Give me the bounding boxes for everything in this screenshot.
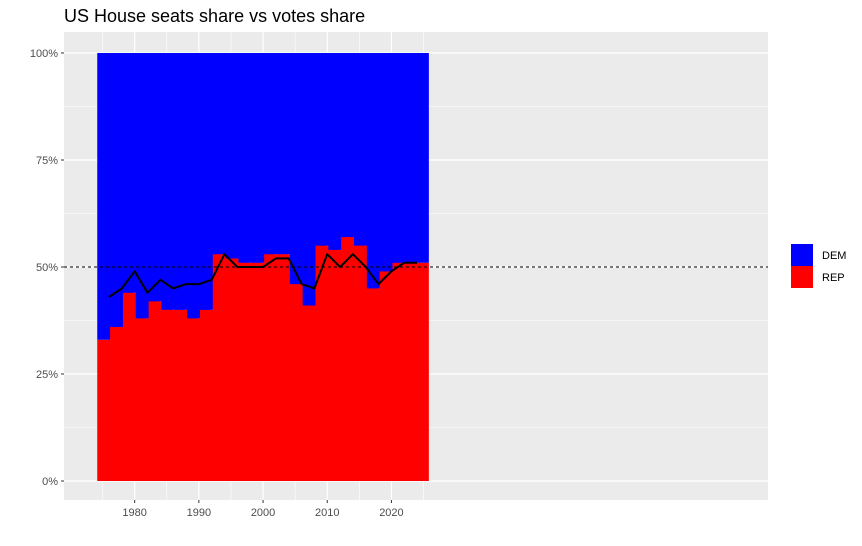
y-tick-label: 50% <box>36 262 58 274</box>
bar-dem-2024 <box>405 53 429 263</box>
x-tick-label: 2020 <box>379 507 403 519</box>
x-tick-label: 2000 <box>251 507 275 519</box>
y-tick-label: 0% <box>42 476 58 488</box>
legend-label-rep: REP <box>822 272 845 284</box>
legend-key-dem <box>791 244 813 266</box>
x-tick-label: 2010 <box>315 507 339 519</box>
legend-label-dem: DEM <box>822 250 846 262</box>
legend-key-rep <box>791 266 813 288</box>
chart: 0% 25% 50% 75% 100% 1980 1990 2000 2010 2020 DEM RE… <box>0 0 862 546</box>
y-tick-label: 25% <box>36 369 58 381</box>
y-tick-label: 75% <box>36 155 58 167</box>
x-tick-label: 1980 <box>122 507 146 519</box>
bar-rep-2024 <box>405 263 429 481</box>
y-tick-label: 100% <box>30 48 58 60</box>
x-tick-label: 1990 <box>187 507 211 519</box>
